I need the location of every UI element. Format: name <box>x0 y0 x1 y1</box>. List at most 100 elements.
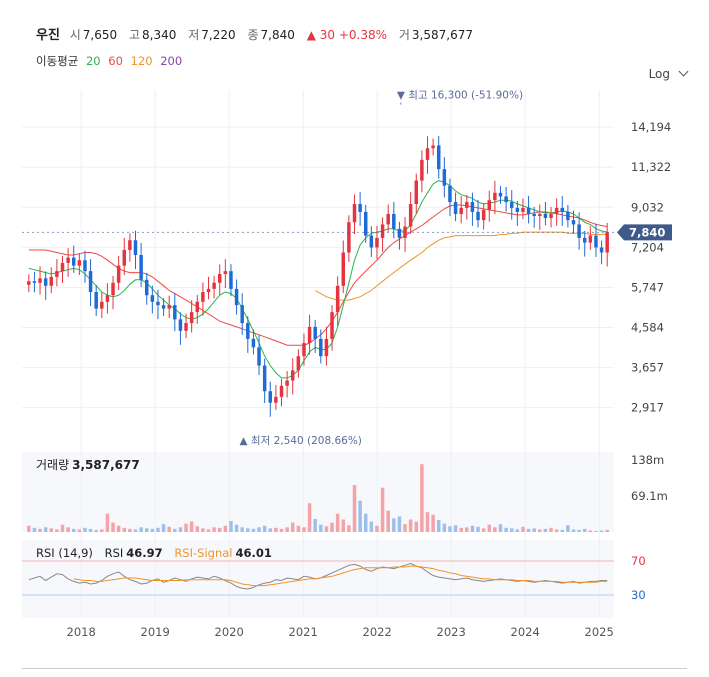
volume-bar <box>420 464 424 532</box>
volume-bar <box>88 528 93 532</box>
y-tick-label: 5,747 <box>631 280 664 294</box>
volume-bar <box>566 525 570 532</box>
volume-bar <box>100 529 104 532</box>
volume-bar <box>487 524 492 532</box>
volume-bar <box>290 522 295 532</box>
volume-bar <box>515 529 520 532</box>
candle-body <box>352 204 357 223</box>
y-tick-label: 9,032 <box>631 200 664 214</box>
ma-legend-label: 이동평균 <box>36 54 79 68</box>
volume-bar <box>369 521 374 532</box>
volume-bar <box>319 524 323 532</box>
volume-bar <box>476 526 480 532</box>
candle-body <box>549 213 553 219</box>
volume-value: 3,587,677 <box>411 28 473 42</box>
volume-bar <box>448 526 452 532</box>
volume-bar <box>161 524 166 532</box>
volume-bar <box>173 528 177 532</box>
volume-bar <box>307 503 312 532</box>
candle-body <box>246 323 250 339</box>
volume-bar <box>408 519 413 532</box>
volume-bar <box>397 516 402 532</box>
volume-bar <box>380 487 385 532</box>
candle-body <box>100 301 104 309</box>
candle-body <box>240 305 244 324</box>
volume-bar <box>358 500 362 532</box>
candle-body <box>156 301 160 306</box>
scale-toggle-label: Log <box>648 67 670 81</box>
high-label: 고 <box>128 28 141 42</box>
candle-body <box>206 288 211 293</box>
scale-toggle[interactable]: Log <box>648 66 689 81</box>
volume-bar <box>554 529 559 532</box>
rsi-level-label: 30 <box>631 588 646 602</box>
change-value: 30 <box>319 28 336 42</box>
volume-bar <box>223 525 228 532</box>
x-tick-label: 2024 <box>511 625 540 639</box>
candle-body <box>588 235 593 243</box>
candle-body <box>38 278 42 283</box>
rsi-title: RSI (14,9) <box>36 546 93 560</box>
candle-body <box>408 204 413 227</box>
volume-bar <box>279 528 284 532</box>
quote-header: 우진 시 7,650 고 8,340 저 7,220 종 7,840 ▲ 30 +0.3… <box>36 24 481 43</box>
candle-body <box>201 292 205 302</box>
candle-body <box>133 240 138 256</box>
volume-bar <box>352 485 357 532</box>
candle-body <box>470 202 475 212</box>
volume-bar <box>504 527 508 532</box>
candle-body <box>560 207 565 212</box>
volume-bar <box>302 527 306 532</box>
volume-bar <box>251 528 256 532</box>
volume-bar <box>94 529 98 532</box>
candle-body <box>442 169 447 186</box>
candle-body <box>173 305 177 320</box>
volume-bar <box>150 528 155 532</box>
ma-legend-60: 60 <box>108 54 123 68</box>
current-price-value: 7,840 <box>629 225 665 239</box>
rsi-value: 46.97 <box>126 546 163 560</box>
volume-bar <box>403 524 407 532</box>
volume-bar <box>139 527 143 532</box>
volume-bar <box>498 524 503 532</box>
candle-body <box>178 319 183 331</box>
candle-body <box>55 271 59 277</box>
candle-body <box>341 252 346 286</box>
candle-body <box>498 192 503 197</box>
ma-legend[interactable]: 이동평균 20 60 120 200 <box>36 53 182 69</box>
volume-bar <box>431 514 435 532</box>
volume-bar <box>60 524 65 532</box>
candle-body <box>453 202 458 214</box>
candle-body <box>392 213 396 229</box>
change-arrow-icon: ▲ <box>306 28 316 42</box>
candle-body <box>307 326 312 344</box>
candle-body <box>335 285 340 313</box>
candle-body <box>375 237 379 248</box>
rsi-panel-label: RSI (14,9) RSI 46.97 RSI-Signal 46.01 <box>36 546 280 560</box>
x-tick-label: 2025 <box>585 625 614 639</box>
candle-body <box>414 180 419 205</box>
volume-bar <box>543 528 548 532</box>
volume-bar <box>577 529 581 532</box>
volume-bar <box>55 529 59 532</box>
volume-bar <box>459 527 463 532</box>
y-tick-label: 2,917 <box>631 401 664 415</box>
volume-bar <box>285 527 289 532</box>
candle-body <box>566 211 570 221</box>
candle-body <box>105 295 110 302</box>
y-tick-label: 11,322 <box>631 160 671 174</box>
candle-body <box>302 343 306 357</box>
candle-body <box>274 396 278 403</box>
ma20-line <box>28 180 608 379</box>
candle-body <box>111 282 115 296</box>
volume-bar <box>509 528 514 532</box>
volume-bar <box>481 528 486 532</box>
candle-body <box>83 260 87 272</box>
y-tick-label: 14,194 <box>631 120 671 134</box>
candle-body <box>189 312 194 324</box>
max-annotation: ▼ 최고 16,300 (-51.90%) <box>397 90 523 102</box>
volume-bar <box>111 522 115 532</box>
volume-bar <box>167 526 171 532</box>
candle-body <box>504 196 508 203</box>
